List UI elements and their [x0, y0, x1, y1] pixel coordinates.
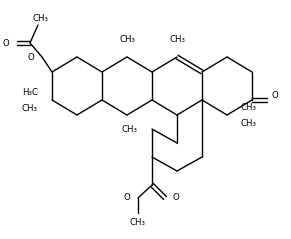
Text: CH₃: CH₃: [22, 103, 38, 113]
Text: CH₃: CH₃: [170, 35, 186, 44]
Text: H₃C: H₃C: [22, 87, 38, 97]
Text: O: O: [123, 194, 130, 202]
Text: CH₃: CH₃: [241, 119, 257, 127]
Text: CH₃: CH₃: [120, 35, 136, 44]
Text: CH₃: CH₃: [33, 14, 49, 23]
Text: CH₃: CH₃: [241, 103, 257, 112]
Text: O: O: [2, 38, 9, 48]
Text: CH₃: CH₃: [122, 125, 138, 134]
Text: O: O: [173, 194, 180, 202]
Text: O: O: [272, 91, 279, 99]
Text: CH₃: CH₃: [130, 218, 146, 227]
Text: O: O: [27, 53, 34, 61]
